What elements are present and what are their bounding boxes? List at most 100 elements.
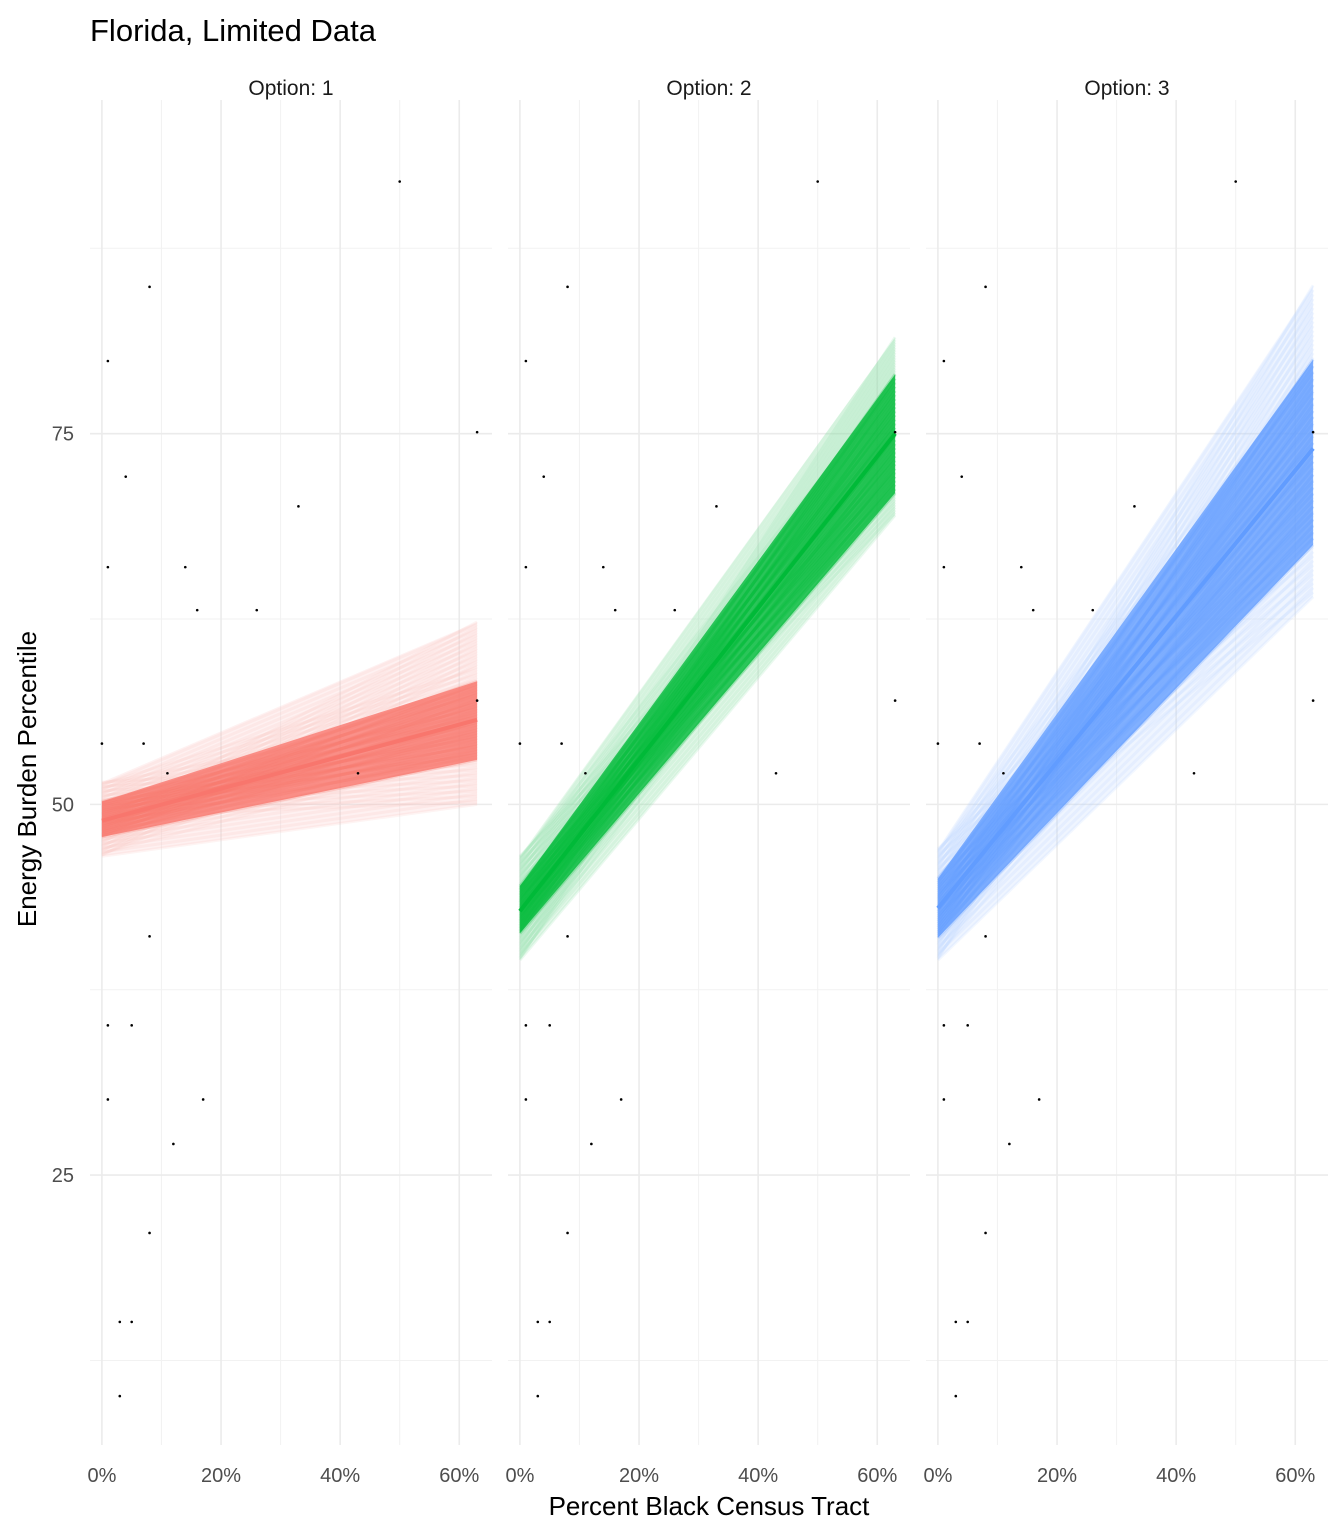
posterior-line — [101, 623, 478, 787]
posterior-line — [936, 492, 1315, 882]
posterior-line — [936, 499, 1315, 905]
posterior-line — [518, 493, 897, 937]
data-point — [566, 1231, 569, 1235]
data-point — [398, 180, 401, 183]
posterior-line — [101, 701, 478, 813]
posterior-lines — [936, 284, 1315, 962]
y-tick-labels: 25 50 75 — [52, 424, 74, 1187]
posterior-line — [936, 384, 1315, 929]
posterior-line — [101, 734, 478, 828]
x-tick-label: 0% — [505, 1465, 534, 1487]
posterior-line — [101, 755, 478, 825]
posterior-line — [936, 537, 1315, 917]
facet-panel-3: Option: 3 0% 20% 40% 60% — [923, 77, 1328, 1487]
x-tick-label: 20% — [201, 1465, 241, 1487]
posterior-line — [936, 473, 1315, 937]
data-point — [524, 359, 528, 363]
data-point — [183, 565, 187, 569]
data-point — [130, 1024, 133, 1027]
posterior-line — [936, 568, 1315, 942]
posterior-line — [936, 358, 1315, 900]
data-point — [942, 1098, 946, 1101]
data-point — [166, 771, 169, 775]
facet-panel-1: Option: 1 0% 20% 40% 60% — [87, 77, 492, 1487]
data-point — [1234, 180, 1237, 183]
data-point — [816, 180, 819, 183]
facet-strip-label: Option: 3 — [1084, 77, 1169, 100]
posterior-line — [936, 289, 1315, 855]
data-point — [548, 1024, 551, 1027]
data-point — [536, 1320, 540, 1324]
posterior-line — [518, 397, 897, 914]
posterior-line — [101, 797, 478, 854]
posterior-line — [518, 471, 897, 894]
data-point — [942, 359, 946, 363]
posterior-line — [101, 685, 478, 806]
posterior-line — [518, 447, 897, 933]
data-point — [124, 475, 128, 478]
data-point — [118, 1320, 122, 1324]
posterior-line — [518, 475, 897, 912]
x-tick-label: 40% — [738, 1465, 778, 1487]
data-point — [475, 430, 479, 434]
posterior-line — [518, 491, 897, 935]
posterior-line — [518, 354, 897, 880]
y-tick-label: 50 — [52, 794, 74, 816]
x-tick-label: 60% — [857, 1465, 897, 1487]
data-point — [195, 608, 199, 612]
posterior-line — [101, 728, 478, 838]
posterior-line — [101, 678, 478, 795]
posterior-line — [518, 498, 897, 944]
posterior-line — [518, 418, 897, 905]
posterior-line — [936, 298, 1315, 861]
posterior-line — [936, 403, 1315, 935]
data-point — [560, 742, 563, 745]
data-point — [942, 565, 946, 569]
data-point — [954, 1320, 958, 1324]
posterior-line — [936, 586, 1315, 955]
posterior-line — [101, 792, 478, 850]
data-point — [118, 1394, 122, 1398]
posterior-line — [936, 486, 1315, 921]
posterior-line — [518, 426, 897, 892]
data-point — [524, 1024, 528, 1027]
posterior-line — [101, 668, 478, 786]
data-point — [106, 1024, 110, 1027]
posterior-line — [518, 503, 897, 950]
posterior-lines — [518, 336, 897, 962]
x-tick-label: 20% — [619, 1465, 659, 1487]
posterior-line — [101, 758, 478, 839]
data-point — [536, 1394, 540, 1398]
posterior-line — [101, 706, 478, 803]
posterior-line — [936, 422, 1315, 880]
posterior-lines — [101, 620, 478, 858]
posterior-line — [936, 543, 1315, 939]
data-point — [356, 771, 360, 775]
posterior-line — [101, 628, 478, 792]
posterior-line — [936, 454, 1315, 931]
posterior-line — [101, 688, 478, 819]
data-point — [715, 505, 718, 508]
data-point — [524, 1098, 528, 1101]
posterior-line — [518, 467, 897, 925]
posterior-line — [936, 505, 1315, 927]
data-point — [978, 742, 981, 745]
y-tick-label: 25 — [52, 1165, 74, 1187]
data-point — [893, 699, 897, 702]
data-point — [942, 1024, 946, 1027]
data-point — [148, 285, 151, 289]
posterior-line — [936, 467, 1315, 915]
posterior-line — [101, 633, 478, 796]
posterior-line — [518, 487, 897, 917]
data-point — [613, 608, 617, 612]
posterior-line — [518, 514, 897, 962]
posterior-line — [101, 696, 478, 823]
data-point — [142, 742, 145, 745]
data-point — [524, 565, 528, 569]
posterior-line — [101, 693, 478, 809]
posterior-line — [936, 479, 1315, 898]
posterior-line — [518, 434, 897, 928]
data-point — [1037, 1098, 1041, 1101]
data-point — [1311, 699, 1315, 702]
x-tick-label: 40% — [320, 1465, 360, 1487]
